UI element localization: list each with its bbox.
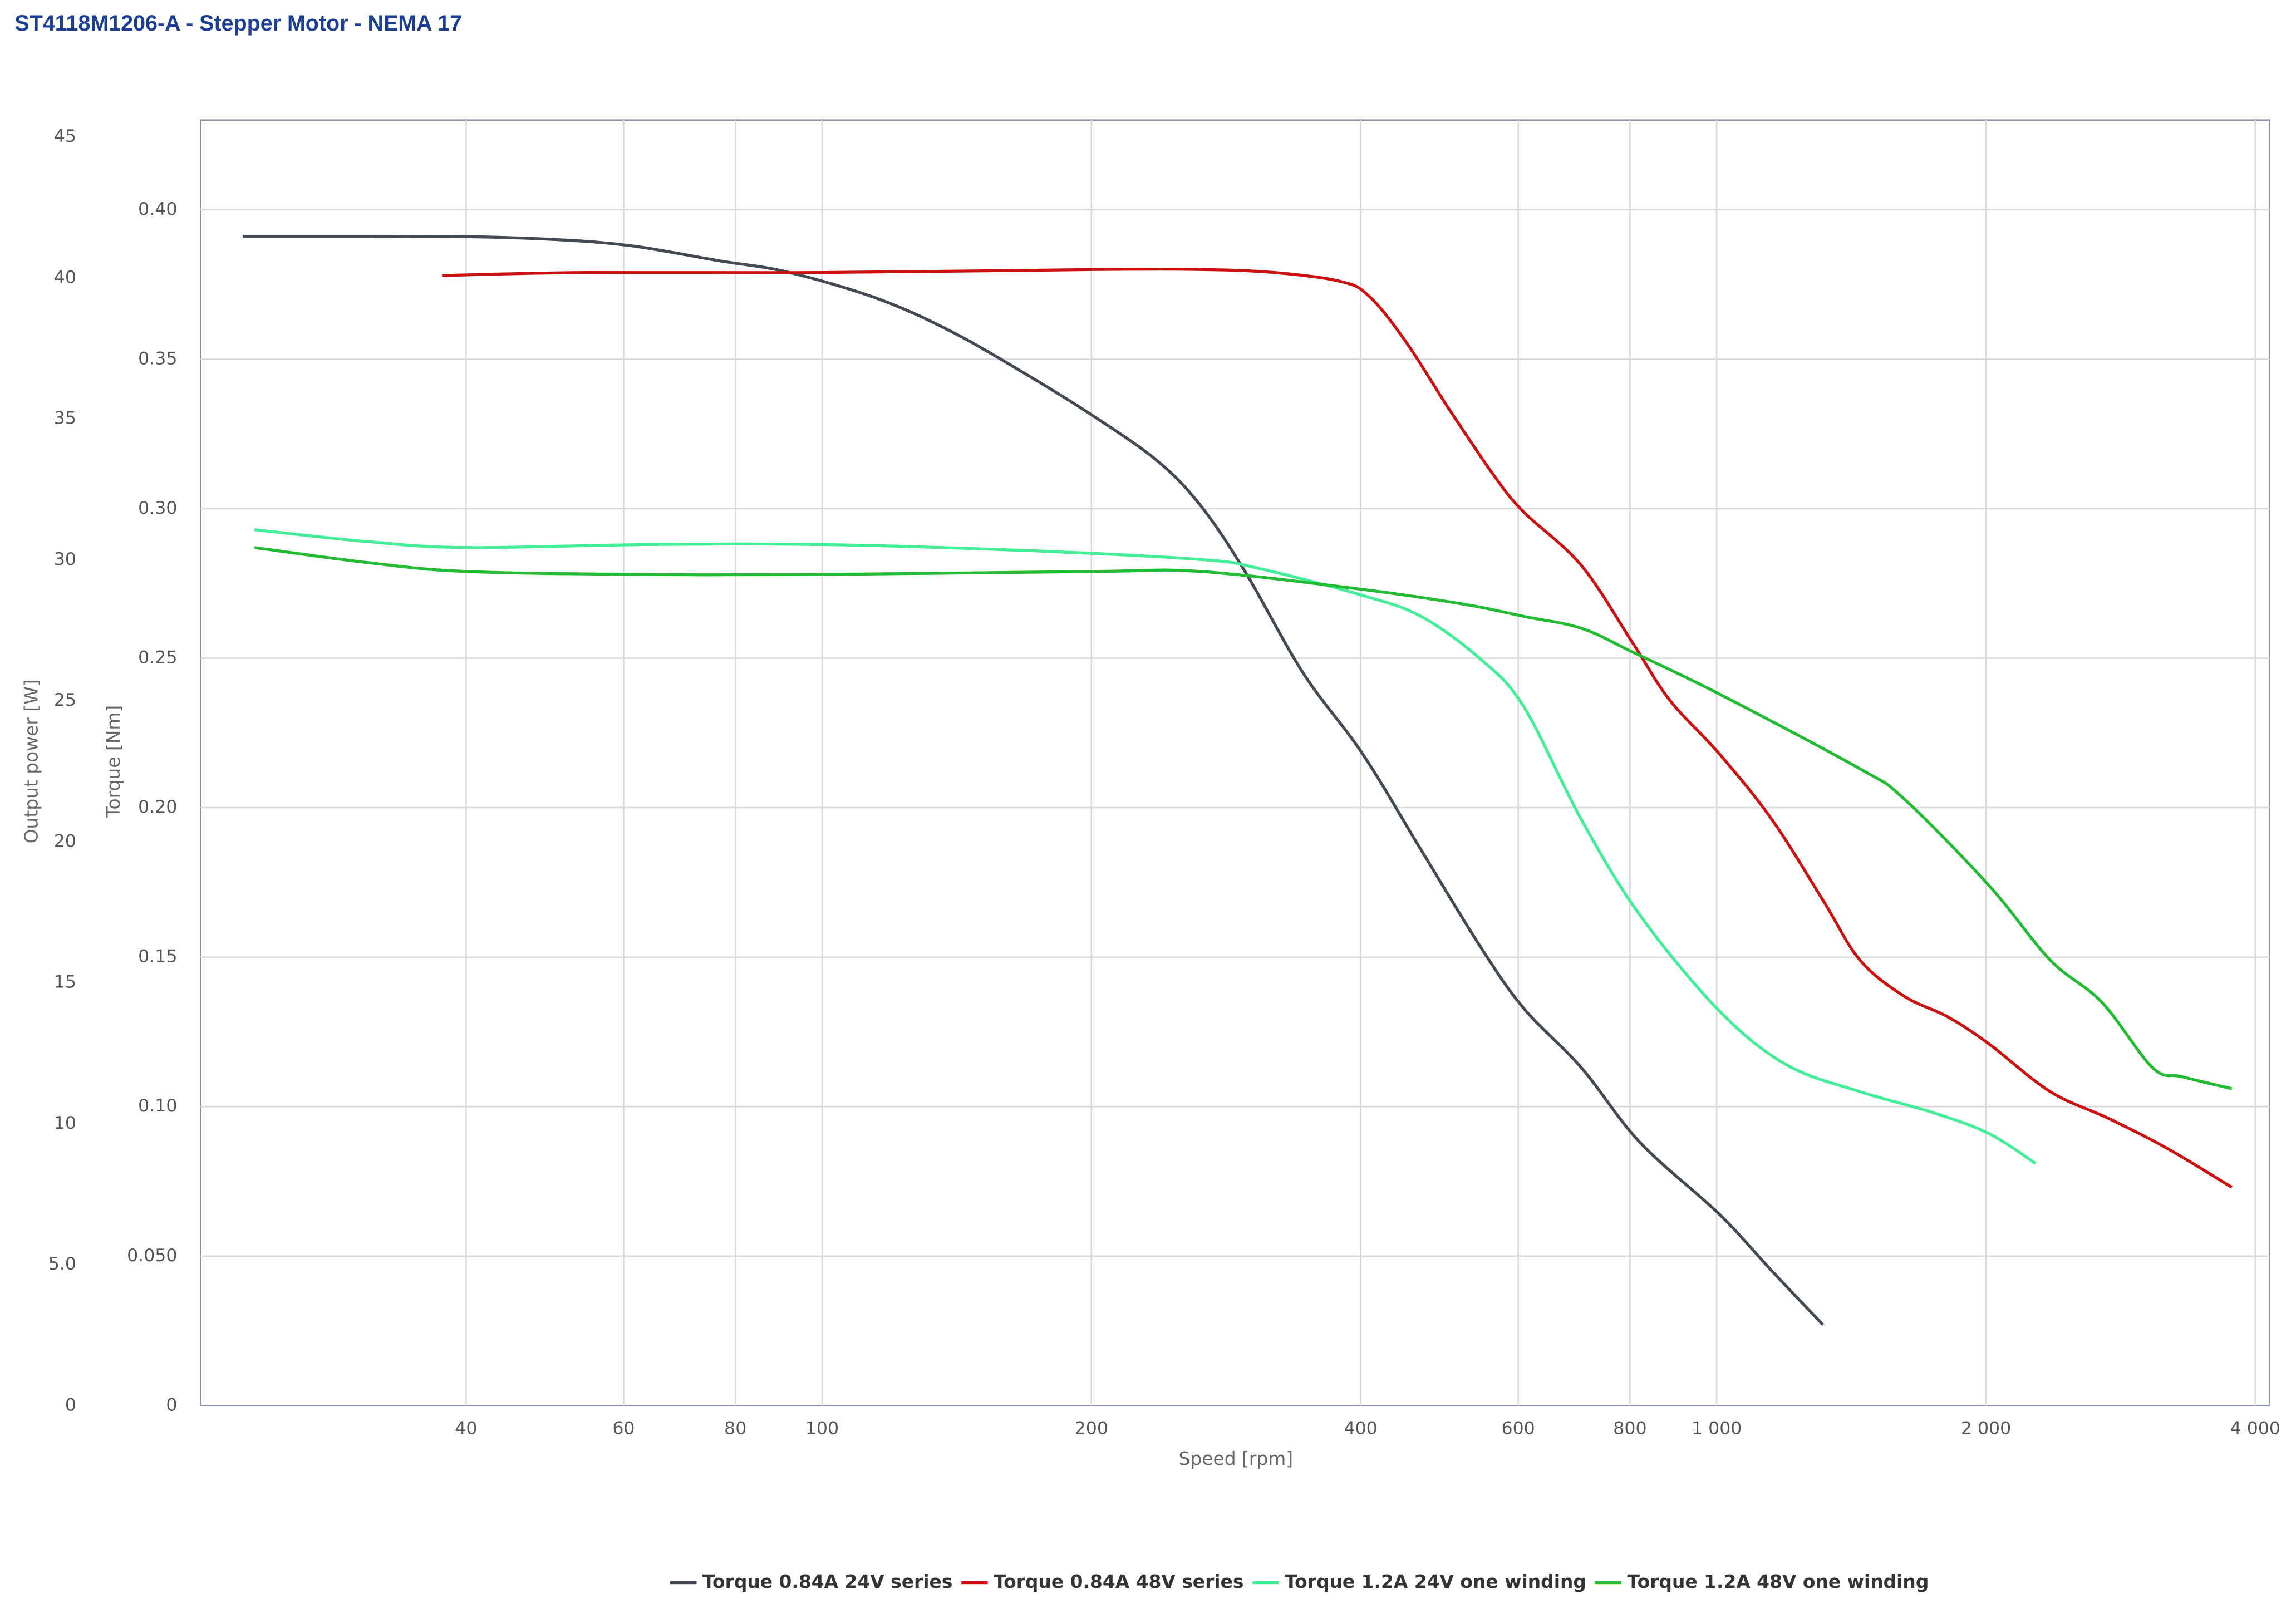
series-line	[254, 546, 2233, 1090]
y2-tick-label: 0	[65, 1395, 76, 1415]
y-tick-label: 0.40	[138, 199, 177, 219]
y-tick-label: 0.15	[138, 947, 177, 967]
x-tick-label: 400	[1344, 1418, 1378, 1438]
y2-tick-label: 45	[54, 126, 76, 146]
legend-label[interactable]: Torque 0.84A 24V series	[702, 1571, 952, 1592]
x-tick-label: 40	[455, 1418, 477, 1438]
legend-label[interactable]: Torque 1.2A 24V one winding	[1285, 1571, 1586, 1592]
x-axis-title: Speed [rpm]	[1179, 1448, 1294, 1469]
y2-tick-label: 40	[54, 267, 76, 287]
chart-title: ST4118M1206-A - Stepper Motor - NEMA 17	[14, 11, 462, 36]
series-line	[242, 235, 1825, 1326]
x-tick-label: 4 000	[2230, 1418, 2280, 1438]
y-tick-label: 0.20	[138, 797, 177, 817]
x-tick-label: 800	[1613, 1418, 1646, 1438]
y2-tick-label: 15	[54, 972, 76, 992]
x-tick-label: 1 000	[1692, 1418, 1742, 1438]
y2-tick-label: 35	[54, 409, 76, 429]
series-line	[254, 528, 2037, 1165]
y2-axis-title: Output power [W]	[20, 679, 42, 843]
x-tick-label: 60	[612, 1418, 635, 1438]
legend-label[interactable]: Torque 0.84A 48V series	[994, 1571, 1243, 1592]
y2-tick-label: 10	[54, 1113, 76, 1133]
series-line	[442, 267, 2233, 1189]
legend-label[interactable]: Torque 1.2A 48V one winding	[1628, 1571, 1929, 1592]
y2-tick-label: 30	[54, 549, 76, 569]
x-tick-label: 2 000	[1961, 1418, 2011, 1438]
y-tick-label: 0.35	[138, 348, 177, 368]
plot-border	[200, 119, 2270, 1406]
y-tick-label: 0.10	[138, 1096, 177, 1116]
y2-tick-label: 5.0	[48, 1254, 76, 1274]
y2-tick-label: 20	[54, 831, 76, 851]
y-tick-label: 0	[166, 1395, 177, 1415]
x-tick-label: 200	[1075, 1418, 1108, 1438]
x-tick-label: 100	[805, 1418, 839, 1438]
x-tick-label: 600	[1502, 1418, 1535, 1438]
y-tick-label: 0.050	[127, 1246, 177, 1266]
y-tick-label: 0.30	[138, 498, 177, 518]
y-axis-title: Torque [Nm]	[102, 705, 124, 818]
y2-tick-label: 25	[54, 690, 76, 710]
x-tick-label: 80	[724, 1418, 746, 1438]
y-tick-label: 0.25	[138, 648, 177, 668]
